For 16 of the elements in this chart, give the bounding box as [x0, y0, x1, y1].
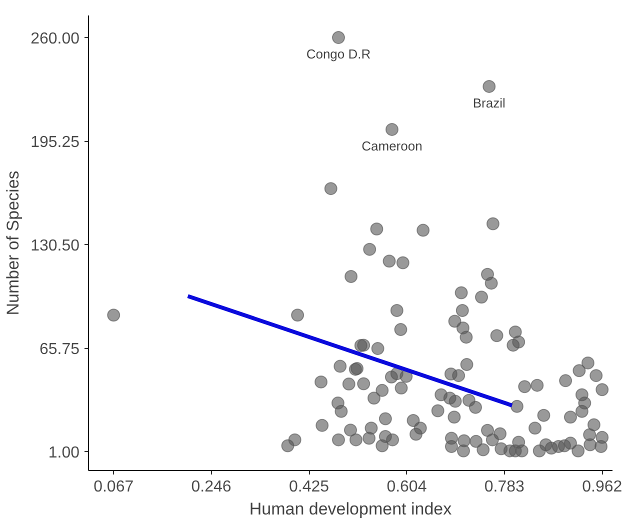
x-axis-title: Human development index [249, 500, 452, 518]
x-tick-label: 0.425 [288, 478, 330, 496]
annotation: Congo D.R [306, 46, 371, 62]
y-tick-label: 1.00 [48, 444, 80, 462]
x-tick-label: 0.246 [191, 478, 232, 496]
x-tick-label: 0.962 [582, 478, 622, 496]
y-tick-label: 65.75 [39, 341, 80, 358]
x-tick-label: 0.783 [484, 478, 525, 496]
x-tick-label: 0.067 [94, 478, 134, 496]
y-tick-label: 260.00 [30, 30, 80, 48]
x-tick-label: 0.604 [386, 478, 427, 496]
y-tick-label: 130.50 [30, 238, 80, 255]
y-axis-title: Number of Species [4, 170, 23, 316]
annotation: Cameroon [362, 138, 422, 154]
annotation: Brazil [472, 95, 506, 110]
y-tick-label: 195.25 [30, 134, 80, 152]
